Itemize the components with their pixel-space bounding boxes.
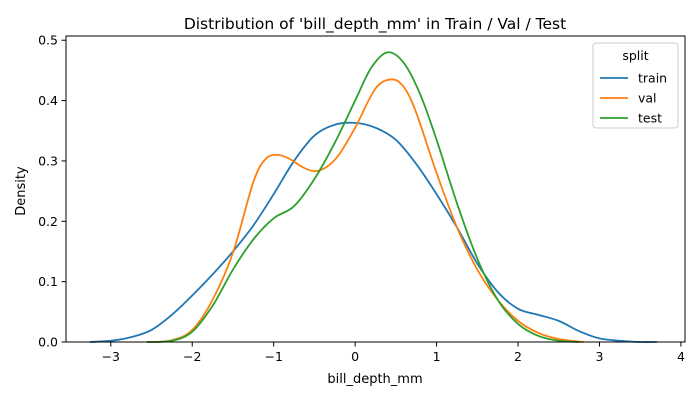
x-tick-label: 4 [677, 349, 685, 364]
x-tick-label: −2 [183, 349, 201, 364]
y-tick-label: 0.1 [38, 274, 58, 289]
x-tick-label: 2 [514, 349, 522, 364]
x-tick-label: −3 [102, 349, 120, 364]
legend-box [592, 42, 679, 129]
y-tick-label: 0.2 [38, 214, 58, 229]
series-line-test [146, 51, 581, 343]
y-tick-label: 0.3 [38, 153, 58, 168]
x-tick-label: 0 [351, 349, 359, 364]
legend-label-test: test [638, 111, 662, 126]
axes-frame [65, 35, 686, 343]
y-tick-label: 0.0 [38, 335, 58, 350]
plot-area: −3 −2 −1 0 1 2 3 4 0.0 0.1 0.2 0.3 0.4 0.5 [38, 33, 686, 364]
legend-label-train: train [638, 71, 667, 86]
x-tick-label: 3 [596, 349, 604, 364]
y-tick-label: 0.5 [38, 33, 58, 48]
y-tick-label: 0.4 [38, 93, 58, 108]
legend-title: split [622, 48, 648, 63]
chart-title: Distribution of 'bill_depth_mm' in Train… [184, 15, 566, 34]
x-tick-label: 1 [433, 349, 441, 364]
x-axis-label: bill_depth_mm [327, 372, 422, 387]
series-line-train [89, 121, 658, 343]
legend-label-val: val [638, 91, 657, 106]
y-axis-label: Density [14, 166, 29, 216]
x-tick-label: −1 [264, 349, 282, 364]
series-line-val [146, 78, 585, 343]
legend: split train val test [592, 42, 679, 129]
